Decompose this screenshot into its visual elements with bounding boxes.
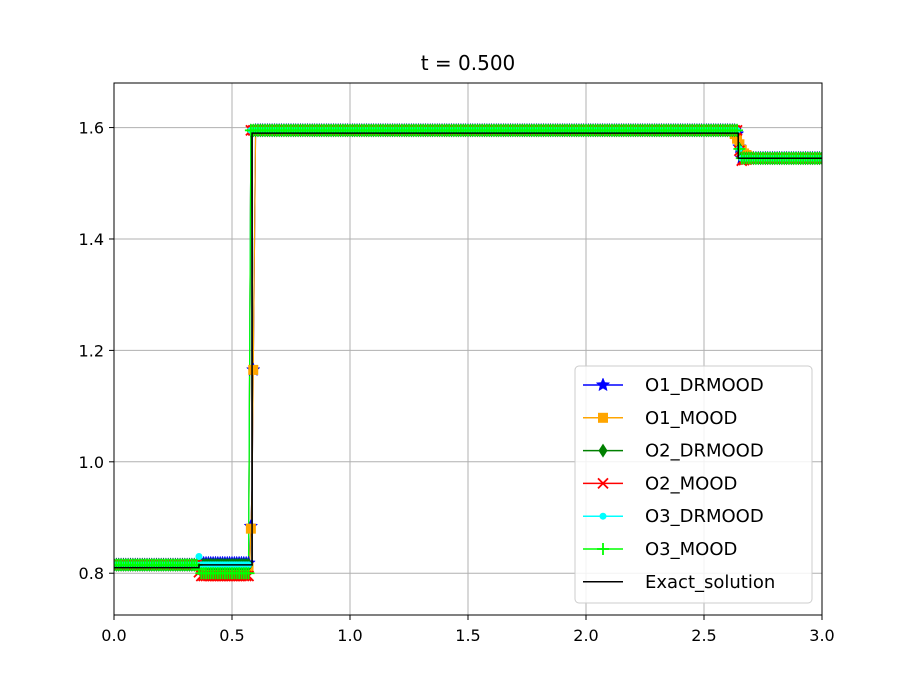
legend-label: O3_MOOD	[645, 539, 737, 560]
x-tick-label: 1.0	[337, 626, 362, 645]
y-tick-label: 0.8	[79, 564, 104, 583]
data-point	[731, 124, 744, 137]
y-tick-label: 1.0	[79, 453, 104, 472]
y-tick-label: 1.4	[79, 230, 104, 249]
x-tick-label: 2.5	[691, 626, 716, 645]
grid	[113, 83, 823, 615]
legend-label: O3_DRMOOD	[645, 506, 764, 527]
x-tick-label: 0.5	[219, 626, 244, 645]
legend-label: O1_MOOD	[645, 408, 737, 429]
legend-marker	[595, 377, 611, 392]
legend-marker	[598, 443, 608, 458]
data-point	[195, 553, 203, 561]
data-point	[733, 142, 746, 155]
legend-marker	[597, 543, 609, 555]
x-tick-label: 2.0	[573, 626, 598, 645]
chart-title: t = 0.500	[421, 51, 516, 75]
legend-label: O2_MOOD	[645, 473, 737, 494]
data-point	[732, 133, 743, 144]
plot-area	[114, 122, 822, 582]
y-tick-label: 1.6	[79, 119, 104, 138]
legend-label: O2_DRMOOD	[645, 441, 764, 462]
legend-label: O1_DRMOOD	[645, 375, 764, 396]
data-point	[245, 523, 256, 534]
legend-marker	[598, 412, 608, 423]
legend: O1_DRMOOD O1_MOOD O2_DRMOOD O2_MOOD O3_DRMOO…	[574, 365, 813, 604]
x-tick-label: 3.0	[809, 626, 834, 645]
legend-marker	[599, 512, 607, 520]
series-markers	[114, 122, 822, 582]
legend-marker	[597, 477, 609, 490]
legend-label: Exact_solution	[645, 572, 775, 593]
y-tick-label: 1.2	[79, 341, 104, 360]
x-tick-label: 0.0	[101, 626, 126, 645]
data-point	[242, 567, 255, 580]
legend-box	[574, 365, 813, 604]
x-tick-label: 1.5	[455, 626, 480, 645]
x-axis: 0.0 0.5 1.0 1.5 2.0 2.5 3.0	[101, 615, 835, 645]
data-point	[248, 364, 259, 375]
series-line-exact-solution	[114, 132, 822, 569]
y-axis: 0.8 1.0 1.2 1.4 1.6	[79, 119, 114, 583]
